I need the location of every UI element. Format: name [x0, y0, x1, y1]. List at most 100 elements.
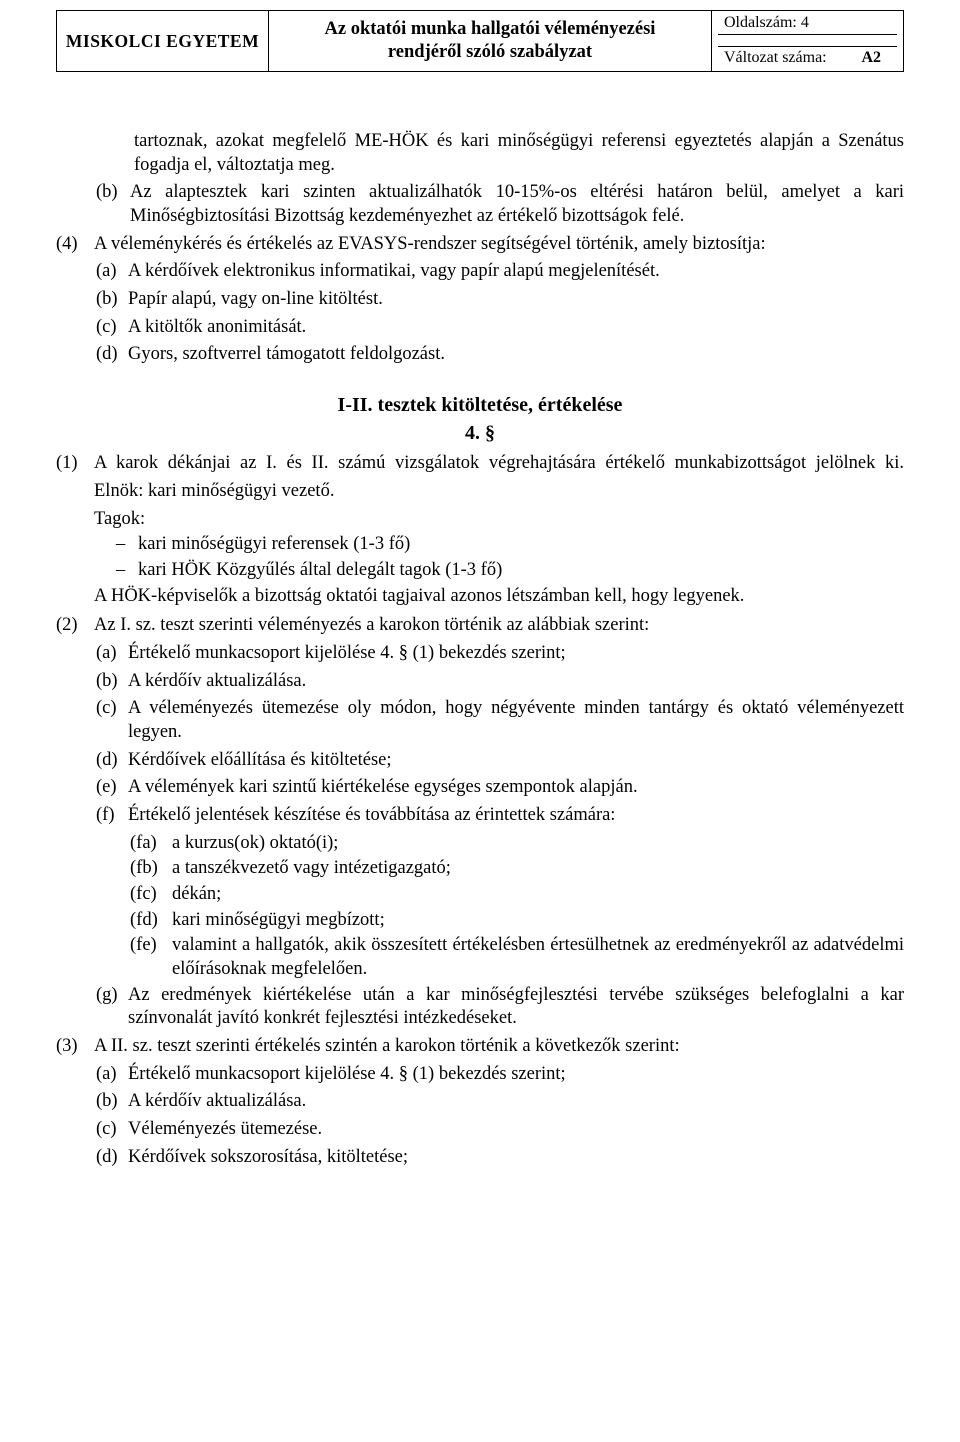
header-title-line2: rendjéről szóló szabályzat — [388, 42, 592, 62]
dash-icon: – — [116, 559, 138, 583]
p4-3-c-txt: Véleményezés ütemezése. — [128, 1118, 904, 1142]
p4-3-a: (a) Értékelő munkacsoport kijelölése 4. … — [96, 1063, 904, 1087]
header-org: MISKOLCI EGYETEM — [57, 11, 269, 72]
p4-2-fc-txt: dékán; — [172, 883, 904, 907]
sec4-a-txt: A kérdőívek elektronikus informatikai, v… — [128, 260, 904, 284]
sec4-lead: A véleménykérés és értékelés az EVASYS-r… — [94, 233, 904, 257]
sec4-d-txt: Gyors, szoftverrel támogatott feldolgozá… — [128, 343, 904, 367]
p4-3-lead: A II. sz. teszt szerinti értékelés szint… — [94, 1035, 904, 1059]
intro-p2-letter: (b) — [96, 181, 130, 228]
sec4-num: (4) — [56, 233, 94, 257]
p4-2-f-ltr: (f) — [96, 804, 128, 828]
p4-2-fa-ltr: (fa) — [130, 832, 172, 856]
p4-2-g-txt: Az eredmények kiértékelése után a kar mi… — [128, 984, 904, 1031]
p4-2-a-ltr: (a) — [96, 642, 128, 666]
p4-2-fe: (fe) valamint a hallgatók, akik összesít… — [130, 934, 904, 981]
intro-p2-text: Az alaptesztek kari szinten aktualizálha… — [130, 181, 904, 228]
p4-2-fd-ltr: (fd) — [130, 909, 172, 933]
sec4-c-txt: A kitöltők anonimitását. — [128, 316, 904, 340]
p4-3-block: (3) A II. sz. teszt szerinti értékelés s… — [56, 1035, 904, 1059]
p4-2-b-ltr: (b) — [96, 670, 128, 694]
p4-1-d2-txt: kari HÖK Közgyűlés által delegált tagok … — [138, 559, 904, 583]
p4-2-b: (b) A kérdőív aktualizálása. — [96, 670, 904, 694]
p4-1-tagok: Tagok: — [94, 508, 904, 532]
p4-2-fd-txt: kari minőségügyi megbízott; — [172, 909, 904, 933]
p4-1-lead: A karok dékánjai az I. és II. számú vizs… — [94, 452, 904, 476]
p4-3-b-txt: A kérdőív aktualizálása. — [128, 1090, 904, 1114]
p4-2-f-txt: Értékelő jelentések készítése és továbbí… — [128, 804, 904, 828]
p4-3-d-ltr: (d) — [96, 1146, 128, 1170]
p4-1-tail: A HÖK-képviselők a bizottság oktatói tag… — [94, 585, 904, 609]
p4-2-b-txt: A kérdőív aktualizálása. — [128, 670, 904, 694]
sec4-d-ltr: (d) — [96, 343, 128, 367]
sec4-a: (a) A kérdőívek elektronikus informatika… — [96, 260, 904, 284]
section-title: I-II. tesztek kitöltetése, értékelése — [56, 393, 904, 419]
p4-3-a-ltr: (a) — [96, 1063, 128, 1087]
header-title-line1: Az oktatói munka hallgatói véleményezési — [325, 19, 656, 39]
header-right-cell: Oldalszám: 4 Változat száma: A2 — [712, 11, 904, 72]
header-title-cell: Az oktatói munka hallgatói véleményezési… — [269, 11, 712, 72]
p4-2-d: (d) Kérdőívek előállítása és kitöltetése… — [96, 749, 904, 773]
p4-2-fd: (fd) kari minőségügyi megbízott; — [130, 909, 904, 933]
header-spacer — [718, 35, 897, 47]
sec4-b: (b) Papír alapú, vagy on-line kitöltést. — [96, 288, 904, 312]
section-number: 4. § — [56, 421, 904, 447]
p4-3-b: (b) A kérdőív aktualizálása. — [96, 1090, 904, 1114]
p4-2-a-txt: Értékelő munkacsoport kijelölése 4. § (1… — [128, 642, 904, 666]
p4-3-a-txt: Értékelő munkacsoport kijelölése 4. § (1… — [128, 1063, 904, 1087]
p4-2-c-txt: A véleményezés ütemezése oly módon, hogy… — [128, 697, 904, 744]
p4-2-fe-ltr: (fe) — [130, 934, 172, 981]
sec4-c: (c) A kitöltők anonimitását. — [96, 316, 904, 340]
p4-3-d-txt: Kérdőívek sokszorosítása, kitöltetése; — [128, 1146, 904, 1170]
intro-p2-block: (b) Az alaptesztek kari szinten aktualiz… — [96, 181, 904, 228]
sec4-block: (4) A véleménykérés és értékelés az EVAS… — [56, 233, 904, 257]
p4-2-g-ltr: (g) — [96, 984, 128, 1031]
header-org-text: MISKOLCI EGYETEM — [66, 31, 259, 51]
p4-2-f: (f) Értékelő jelentések készítése és tov… — [96, 804, 904, 828]
sec4-c-ltr: (c) — [96, 316, 128, 340]
dash-icon: – — [116, 533, 138, 557]
p4-2-fa: (fa) a kurzus(ok) oktató(i); — [130, 832, 904, 856]
header-page-label: Oldalszám: 4 — [724, 13, 809, 33]
p4-2-num: (2) — [56, 614, 94, 638]
p4-2-d-ltr: (d) — [96, 749, 128, 773]
header-version-label: Változat száma: — [724, 48, 827, 68]
sec4-d: (d) Gyors, szoftverrel támogatott feldol… — [96, 343, 904, 367]
page-header-table: MISKOLCI EGYETEM Az oktatói munka hallga… — [56, 10, 904, 72]
sec4-b-ltr: (b) — [96, 288, 128, 312]
p4-2-e: (e) A vélemények kari szintű kiértékelés… — [96, 776, 904, 800]
p4-2-fb: (fb) a tanszékvezető vagy intézetigazgat… — [130, 857, 904, 881]
p4-2-lead: Az I. sz. teszt szerinti véleményezés a … — [94, 614, 904, 638]
p4-2-c: (c) A véleményezés ütemezése oly módon, … — [96, 697, 904, 744]
p4-1-d2: – kari HÖK Közgyűlés által delegált tago… — [116, 559, 904, 583]
p4-2-g: (g) Az eredmények kiértékelése után a ka… — [96, 984, 904, 1031]
document-page: MISKOLCI EGYETEM Az oktatói munka hallga… — [0, 0, 960, 1442]
p4-3-d: (d) Kérdőívek sokszorosítása, kitöltetés… — [96, 1146, 904, 1170]
p4-1-num: (1) — [56, 452, 94, 476]
p4-2-fc: (fc) dékán; — [130, 883, 904, 907]
p4-3-b-ltr: (b) — [96, 1090, 128, 1114]
header-page-row: Oldalszám: 4 — [718, 13, 897, 35]
p4-2-a: (a) Értékelő munkacsoport kijelölése 4. … — [96, 642, 904, 666]
p4-3-c-ltr: (c) — [96, 1118, 128, 1142]
p4-1-elnok: Elnök: kari minőségügyi vezető. — [94, 480, 904, 504]
p4-2-block: (2) Az I. sz. teszt szerinti véleményezé… — [56, 614, 904, 638]
p4-2-fb-ltr: (fb) — [130, 857, 172, 881]
p4-2-fa-txt: a kurzus(ok) oktató(i); — [172, 832, 904, 856]
p4-1-d1-txt: kari minőségügyi referensek (1-3 fő) — [138, 533, 904, 557]
intro-p1: tartoznak, azokat megfelelő ME-HÖK és ka… — [134, 130, 904, 177]
p4-3-num: (3) — [56, 1035, 94, 1059]
p4-2-fb-txt: a tanszékvezető vagy intézetigazgató; — [172, 857, 904, 881]
sec4-b-txt: Papír alapú, vagy on-line kitöltést. — [128, 288, 904, 312]
p4-2-fc-ltr: (fc) — [130, 883, 172, 907]
p4-2-e-txt: A vélemények kari szintű kiértékelése eg… — [128, 776, 904, 800]
p4-1-d1: – kari minőségügyi referensek (1-3 fő) — [116, 533, 904, 557]
header-version-row: Változat száma: A2 — [718, 47, 897, 69]
p4-2-e-ltr: (e) — [96, 776, 128, 800]
header-version-value: A2 — [861, 48, 891, 68]
p4-1-block: (1) A karok dékánjai az I. és II. számú … — [56, 452, 904, 476]
p4-2-fe-txt: valamint a hallgatók, akik összesített é… — [172, 934, 904, 981]
p4-2-d-txt: Kérdőívek előállítása és kitöltetése; — [128, 749, 904, 773]
p4-2-c-ltr: (c) — [96, 697, 128, 744]
p4-3-c: (c) Véleményezés ütemezése. — [96, 1118, 904, 1142]
